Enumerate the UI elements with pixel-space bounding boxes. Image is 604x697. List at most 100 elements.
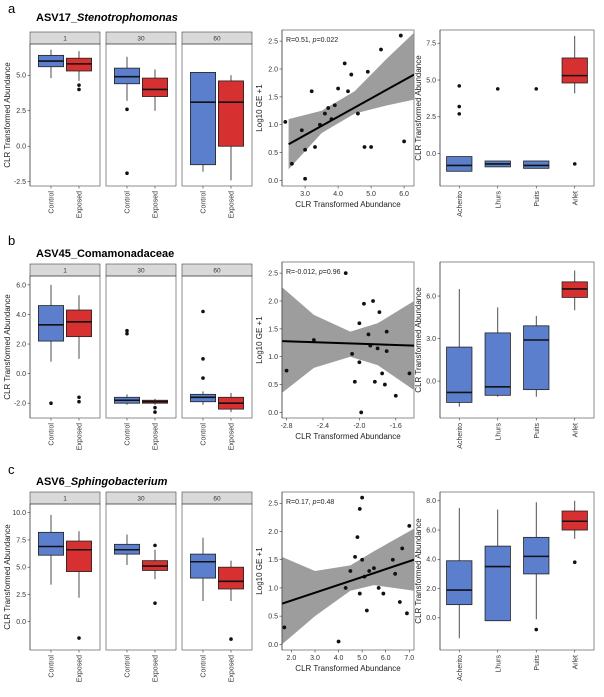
outlier-point xyxy=(457,104,462,109)
outlier-point xyxy=(534,627,539,632)
annotation-p-value: =0.96 xyxy=(323,269,341,276)
correlation-annotation: R=-0.012, p=0.96 xyxy=(286,269,341,276)
correlation-annotation: R=0.17, p=0.48 xyxy=(286,499,334,506)
data-point xyxy=(356,111,360,116)
box-arlet xyxy=(561,35,588,166)
outlier-point xyxy=(153,410,157,414)
facet-frame xyxy=(181,275,253,419)
box-iqr xyxy=(446,346,473,403)
box-exposed xyxy=(217,75,244,181)
data-point xyxy=(357,360,362,365)
data-point xyxy=(362,145,367,149)
outlier-point xyxy=(572,162,577,166)
box-control xyxy=(38,49,65,79)
facet-30: 30 Control Exposed xyxy=(105,263,177,450)
x-tick-label: Control xyxy=(125,191,132,214)
x-tick-label: 2.0 xyxy=(287,655,297,662)
box-control xyxy=(38,284,65,406)
facet-frame xyxy=(105,503,177,651)
box-exposed xyxy=(141,398,168,414)
data-point xyxy=(299,128,304,133)
data-point xyxy=(290,161,294,166)
scatter-y-axis-label: Log10 GE +1 xyxy=(255,84,264,132)
outlier-point xyxy=(201,357,205,361)
panel-label: a xyxy=(8,1,16,16)
x-tick-label: Control xyxy=(201,191,208,214)
data-point xyxy=(375,346,380,351)
x-tick-label: Exposed xyxy=(153,191,160,218)
box-iqr xyxy=(38,305,65,342)
data-point xyxy=(407,371,412,376)
box-control xyxy=(189,72,216,172)
box-iqr xyxy=(484,545,511,622)
data-point xyxy=(355,535,360,540)
facet-y-axis-label: CLR Transformed Abundance xyxy=(3,62,12,168)
y-tick-label: 8.0 xyxy=(426,498,436,505)
data-point xyxy=(348,569,353,573)
y-tick-label: 2.5 xyxy=(268,271,278,278)
y-tick-label: 0.0 xyxy=(426,151,436,158)
x-tick-label: Exposed xyxy=(153,655,160,682)
annotation-p-value: =0.022 xyxy=(317,37,339,44)
y-tick-label: 2.0 xyxy=(268,66,278,73)
y-tick-label: 2.5 xyxy=(426,114,436,121)
x-tick-label: Lhurs xyxy=(495,191,502,209)
regression-line xyxy=(288,73,414,146)
y-tick-label: -2.0 xyxy=(14,401,26,408)
data-point xyxy=(384,329,389,334)
y-tick-label: 6.0 xyxy=(426,293,436,300)
outlier-point xyxy=(125,171,129,176)
y-tick-label: 1.5 xyxy=(268,326,278,333)
data-point xyxy=(369,145,373,149)
data-point xyxy=(323,111,327,116)
outlier-point xyxy=(534,87,539,91)
y-tick-label: 7.5 xyxy=(16,537,26,544)
data-point xyxy=(382,382,387,387)
outlier-point xyxy=(229,637,233,641)
box-exposed xyxy=(66,531,93,640)
x-tick-label: -2.8 xyxy=(281,423,293,430)
data-point xyxy=(352,379,357,384)
x-tick-label: 6.0 xyxy=(399,191,409,198)
x-tick-label: 7.0 xyxy=(404,655,414,662)
data-point xyxy=(398,33,403,38)
panel-title: ASV6_Sphingobacterium xyxy=(36,476,168,488)
y-tick-label: 0.0 xyxy=(268,410,278,417)
outlier-point xyxy=(572,560,577,565)
site-y-axis-label: CLR Transformed Abundance xyxy=(414,55,423,161)
data-point xyxy=(402,139,406,144)
x-tick-label: Arlet xyxy=(572,655,579,669)
box-puits xyxy=(523,87,550,169)
outlier-point xyxy=(153,543,157,548)
x-tick-label: Exposed xyxy=(77,191,84,218)
x-tick-label: Exposed xyxy=(153,423,160,450)
box-iqr xyxy=(561,57,588,84)
facet-1: 1 Control Exposed xyxy=(29,491,101,682)
data-point xyxy=(377,310,382,315)
x-tick-label: Acherito xyxy=(457,655,464,681)
data-point xyxy=(379,47,383,52)
data-point xyxy=(343,586,348,590)
facet-30: 30 Control Exposed xyxy=(105,491,177,682)
outlier-point xyxy=(77,399,81,404)
box-lhurs xyxy=(484,307,511,397)
outlier-point xyxy=(77,636,81,640)
box-puits xyxy=(523,315,550,397)
data-point xyxy=(397,600,402,604)
title-taxon: Stenotrophomonas xyxy=(77,12,178,24)
x-tick-label: 4.0 xyxy=(334,655,344,662)
y-tick-label: 6.0 xyxy=(16,282,26,289)
x-tick-label: Control xyxy=(49,191,56,214)
y-tick-label: 4.0 xyxy=(426,557,436,564)
x-tick-label: Acherito xyxy=(457,423,464,449)
annotation-p-value: =0.48 xyxy=(317,499,335,506)
data-point xyxy=(336,639,341,644)
y-tick-label: 1.0 xyxy=(268,585,278,592)
y-tick-label: 5.0 xyxy=(16,73,26,80)
outlier-point xyxy=(77,87,81,92)
outlier-point xyxy=(153,405,157,410)
data-point xyxy=(376,586,381,590)
title-prefix: ASV17_ xyxy=(36,12,78,24)
facet-frame xyxy=(29,43,101,187)
